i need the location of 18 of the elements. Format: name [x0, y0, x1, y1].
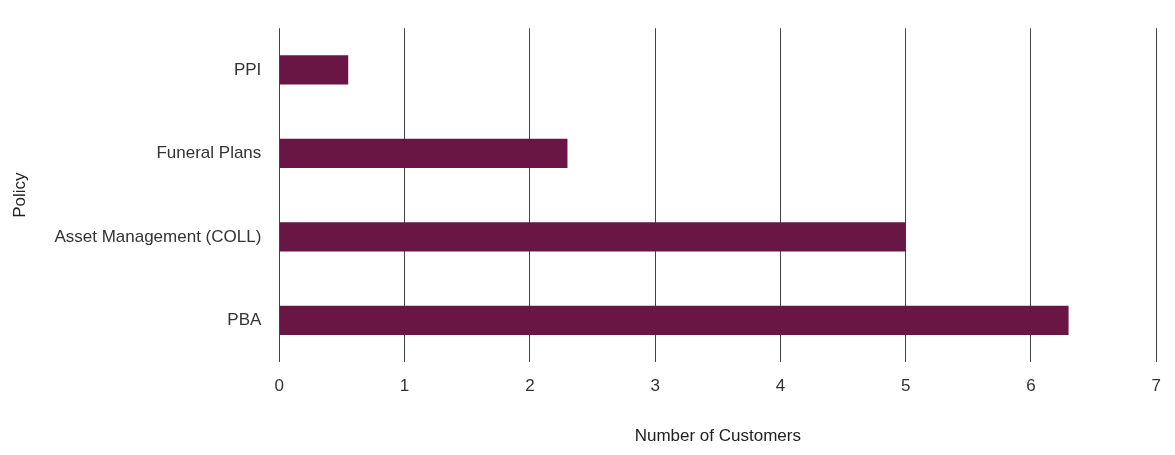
bar	[279, 305, 1069, 336]
y-tick-label: PBA	[227, 310, 262, 330]
x-tick-label: 7	[1151, 376, 1162, 396]
y-tick-label: PPI	[233, 59, 262, 79]
x-axis-title: Number of Customers	[634, 426, 801, 446]
bar	[279, 138, 568, 169]
x-tick-label: 4	[775, 376, 786, 396]
bar	[279, 222, 906, 252]
x-tick-label: 6	[1026, 376, 1036, 396]
y-tick-label: Asset Management (COLL)	[54, 226, 262, 246]
y-tick-label: Funeral Plans	[156, 143, 262, 163]
x-tick-label: 5	[900, 376, 911, 396]
y-axis-title: Policy	[9, 172, 29, 218]
x-tick-label: 0	[274, 376, 285, 396]
bar	[279, 55, 349, 85]
x-tick-label: 1	[399, 376, 410, 396]
x-tick-label: 2	[525, 376, 535, 396]
x-tick-label: 3	[650, 376, 660, 396]
